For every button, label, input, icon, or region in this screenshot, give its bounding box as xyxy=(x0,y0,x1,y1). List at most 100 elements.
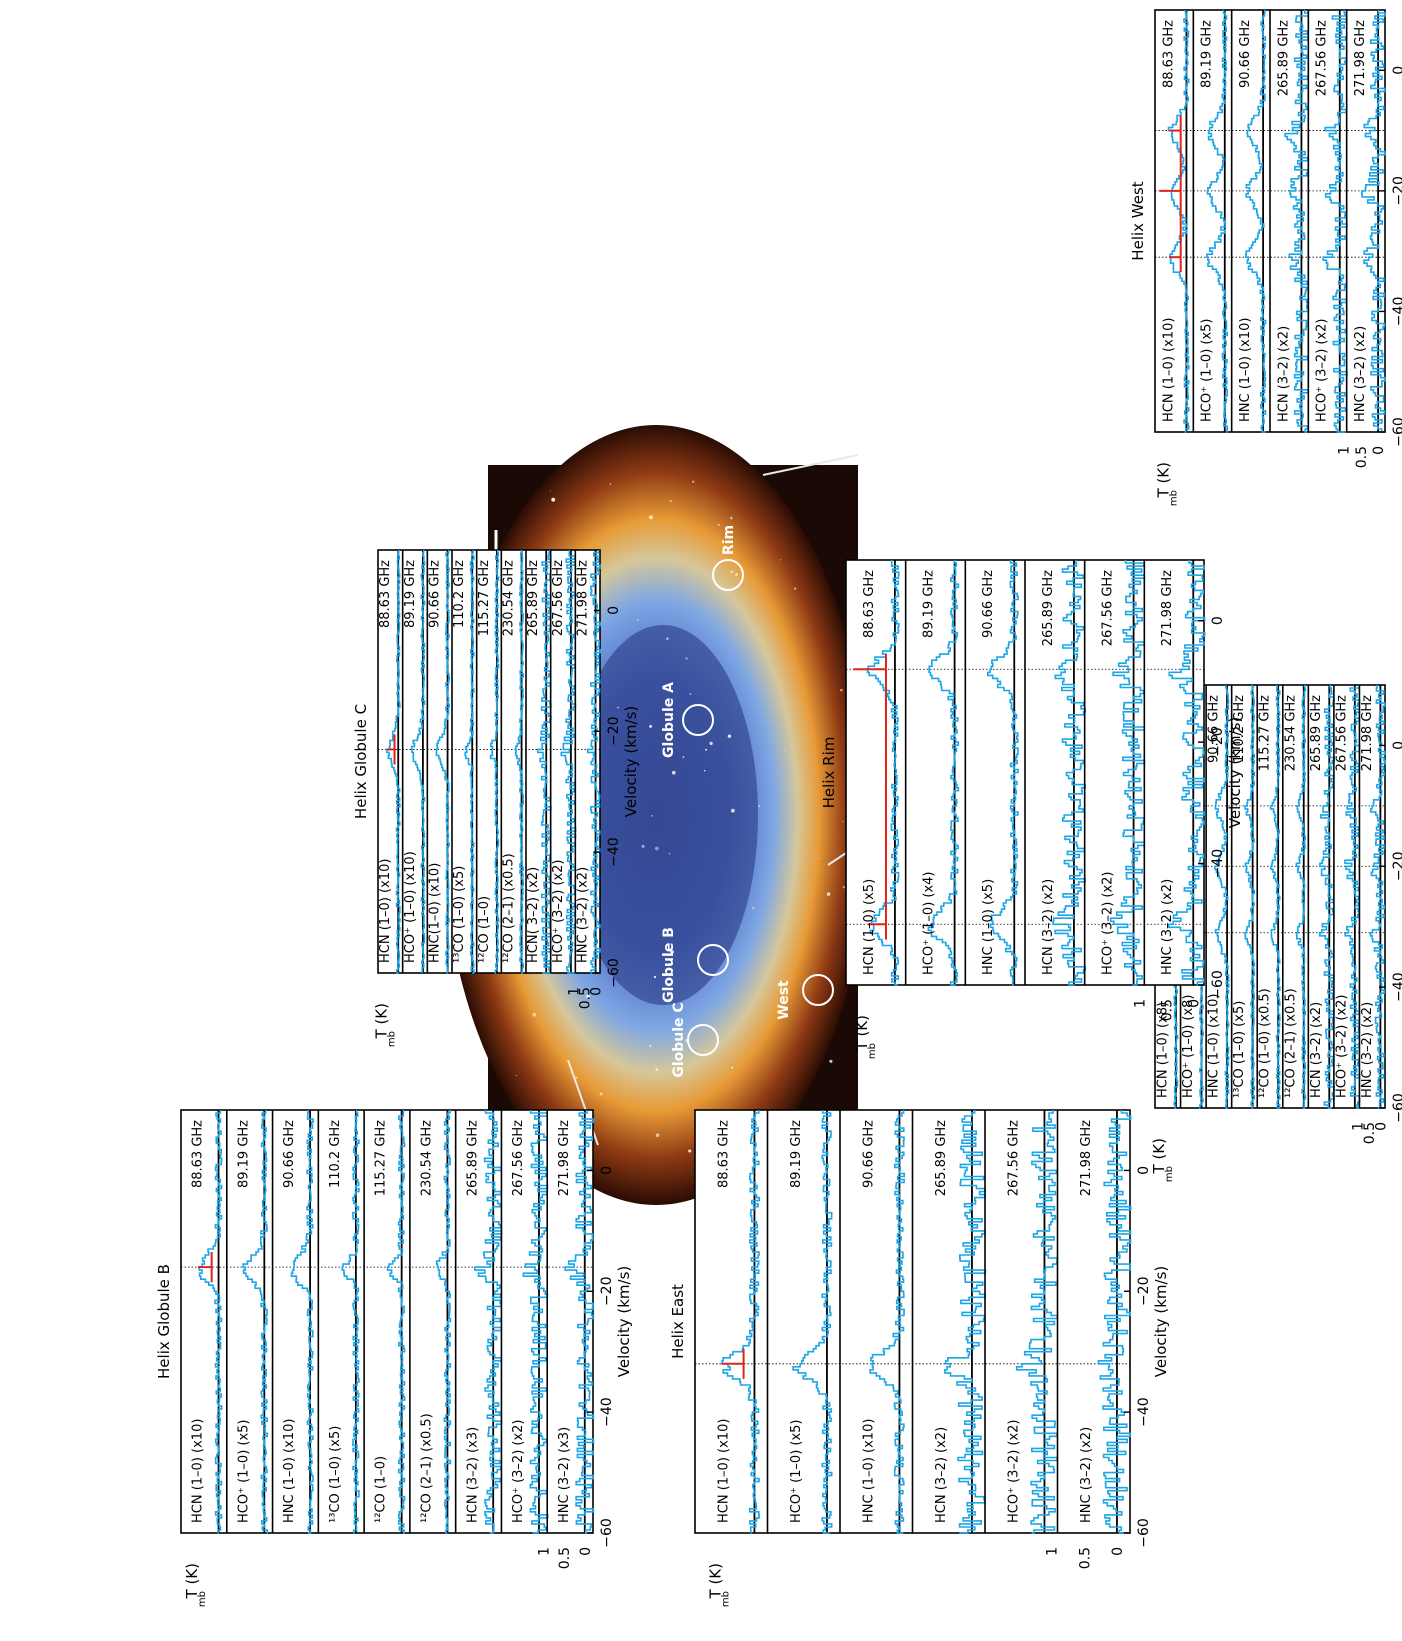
region-circle xyxy=(697,944,729,976)
line-label: ¹²CO (2–1) (x0.5) xyxy=(1283,988,1298,1098)
spectrum-trace xyxy=(1269,685,1281,1109)
frequency-label: 90.66 GHz xyxy=(1238,20,1253,88)
frequency-label: 271.98 GHz xyxy=(1360,695,1375,771)
spectrum-trace xyxy=(869,1110,905,1534)
frequency-label: 88.63 GHz xyxy=(862,570,877,638)
y-tick-label: 0 xyxy=(1373,1122,1389,1131)
frequency-label: 89.19 GHz xyxy=(789,1120,804,1188)
line-label: HNC (3–2) (x2) xyxy=(1353,326,1368,422)
star xyxy=(731,1066,734,1069)
line-label: HCN (3–2) (x3) xyxy=(465,1427,480,1523)
line-label: HNC (3–2) (x2) xyxy=(1360,1002,1375,1098)
y-axis-label-sub: mb xyxy=(387,1031,398,1047)
x-tick-label: −20 xyxy=(1391,176,1402,206)
frequency-label: 267.56 GHz xyxy=(511,1120,526,1196)
x-tick-label: −20 xyxy=(606,717,622,747)
spectrum-trace xyxy=(341,1110,360,1534)
region-label: Globule B xyxy=(661,927,677,1003)
x-tick-label: −40 xyxy=(599,1397,615,1427)
frequency-label: 88.63 GHz xyxy=(191,1120,206,1188)
y-tick-label: 0 xyxy=(1186,999,1202,1008)
y-tick-label: 1 xyxy=(537,1547,553,1556)
spectrum-trace xyxy=(1245,10,1267,433)
spectrum-trace xyxy=(792,1110,833,1534)
frequency-label: 265.89 GHz xyxy=(934,1120,949,1196)
spectrum-trace xyxy=(866,560,900,986)
star xyxy=(779,558,782,561)
x-tick-label: −20 xyxy=(1210,727,1226,757)
star xyxy=(668,852,671,855)
spectrum-trace xyxy=(1319,685,1335,1109)
y-axis-label: T (K) xyxy=(1150,1138,1168,1174)
star xyxy=(730,516,733,520)
star xyxy=(649,1044,652,1048)
line-label: HNC (3–2) (x2) xyxy=(1079,1427,1094,1523)
y-axis-label-sub: mb xyxy=(867,1043,878,1059)
frequency-label: 110.2 GHz xyxy=(328,1120,343,1188)
spectrum-trace xyxy=(1167,10,1190,433)
frequency-label: 88.63 GHz xyxy=(378,560,393,628)
spectrum-trace xyxy=(1214,685,1230,1109)
frequency-label: 230.54 GHz xyxy=(501,560,516,636)
y-axis-label: T (K) xyxy=(1154,462,1172,498)
star xyxy=(826,892,831,896)
frequency-label: 230.54 GHz xyxy=(419,1120,434,1196)
frequency-label: 88.63 GHz xyxy=(1161,20,1176,88)
panel-frame xyxy=(180,1109,594,1534)
star xyxy=(818,858,820,860)
spectrum-trace xyxy=(1097,1110,1132,1534)
line-label: HNC (3–2) (x2) xyxy=(1160,879,1175,975)
frequency-label: 265.89 GHz xyxy=(465,1120,480,1196)
spectrum-trace xyxy=(1015,1110,1059,1534)
x-tick-label: 0 xyxy=(606,606,622,615)
x-axis-label: Velocity (km/s) xyxy=(1226,717,1244,828)
y-axis-label: T (K) xyxy=(853,1015,871,1051)
line-label: HCN (1–0) (x10) xyxy=(378,859,393,963)
star xyxy=(649,725,652,728)
frequency-label: 89.19 GHz xyxy=(236,1120,251,1188)
spectrum-trace xyxy=(1167,560,1206,986)
frequency-label: 271.98 GHz xyxy=(1353,20,1368,96)
spectrum-trace xyxy=(927,560,960,986)
panel-title: Helix Rim xyxy=(820,737,838,809)
x-tick-label: −40 xyxy=(1136,1397,1152,1427)
star xyxy=(842,886,845,889)
frequency-label: 267.56 GHz xyxy=(1315,20,1330,96)
spectrum-trace xyxy=(586,550,602,974)
y-tick-label: 0.5 xyxy=(1354,446,1370,468)
region-label: Rim xyxy=(721,525,737,555)
line-label: HCO⁺ (1–0) (x10) xyxy=(403,851,418,963)
line-label: ¹³CO (1–0) (x5) xyxy=(328,1426,343,1523)
region-circle xyxy=(712,559,744,591)
line-label: ¹³CO (1–0) (x5) xyxy=(1232,1001,1247,1098)
line-label: HCO⁺ (1–0) (x5) xyxy=(1200,318,1215,422)
y-axis-label-sub: mb xyxy=(1168,490,1179,506)
x-tick-label: −20 xyxy=(1391,852,1402,882)
frequency-label: 271.98 GHz xyxy=(575,560,590,636)
spectrum-trace xyxy=(386,1110,406,1534)
frequency-label: 115.27 GHz xyxy=(1258,695,1273,771)
y-axis-label-sub: mb xyxy=(720,1591,731,1607)
star xyxy=(840,689,843,692)
y-tick-label: 0 xyxy=(1110,1547,1126,1556)
spectrum-trace xyxy=(522,1110,549,1534)
frequency-label: 265.89 GHz xyxy=(1041,570,1056,646)
x-tick-label: 0 xyxy=(1391,66,1402,75)
frequency-label: 110.2 GHz xyxy=(452,560,467,628)
y-tick-label: 1 xyxy=(1350,1122,1366,1131)
star xyxy=(655,1133,660,1137)
spectrum-trace xyxy=(1109,560,1146,986)
y-tick-label: 1 xyxy=(1045,1547,1061,1556)
region-circle xyxy=(802,974,834,1006)
x-tick-label: −20 xyxy=(599,1277,615,1307)
star xyxy=(653,975,657,979)
panel-helix-globule-c: Helix Globule C HCN (1–0) (x10) 88.63 GHz H… xyxy=(352,549,640,1047)
line-label: HCN (1–0) (x5) xyxy=(862,879,877,975)
spectrum-trace xyxy=(1284,10,1310,433)
y-tick-label: 1 xyxy=(1337,446,1353,455)
star xyxy=(688,1149,692,1153)
line-label: HCN( 3–2) (x2) xyxy=(526,867,541,963)
spectrum-trace xyxy=(1244,685,1256,1109)
